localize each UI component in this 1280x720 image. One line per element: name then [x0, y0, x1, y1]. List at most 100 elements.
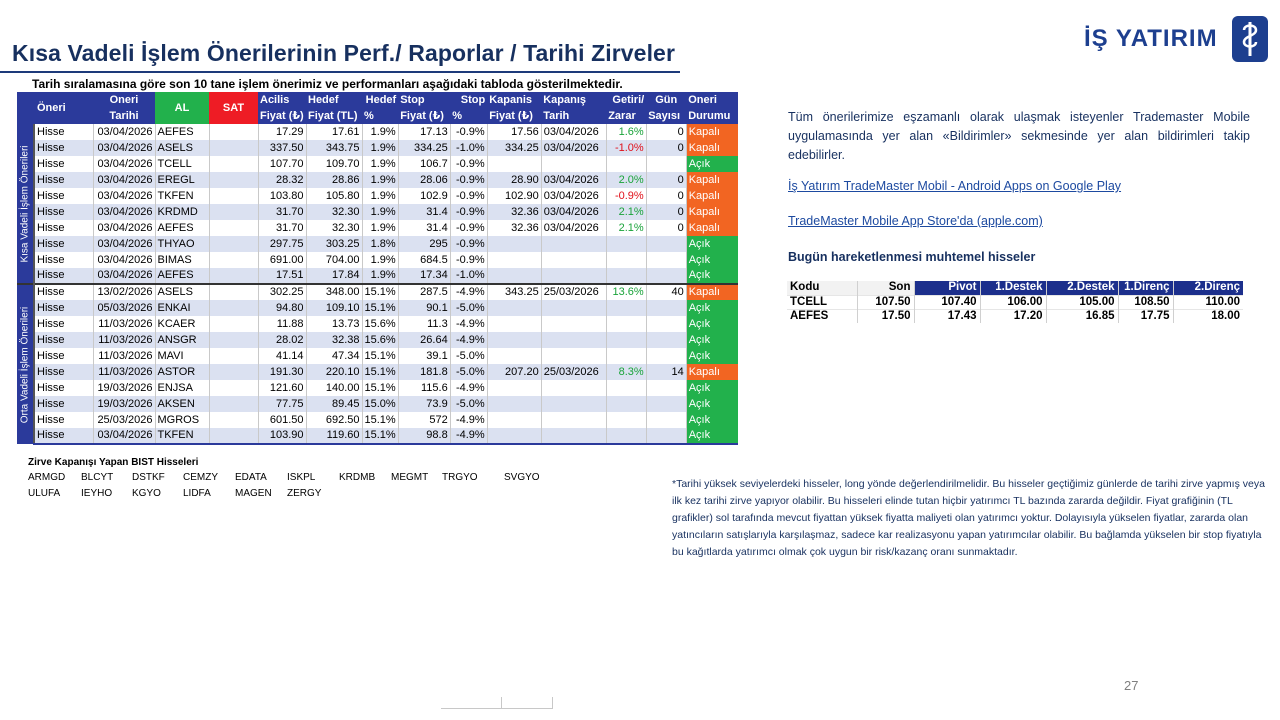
cell-stop-pct: -4.9%: [449, 316, 488, 332]
cell-sat: [208, 140, 258, 156]
cell-stop-price: 334.25: [397, 140, 451, 156]
cell-close-price: [486, 348, 542, 364]
table-row: Hisse 03/04/2026 EREGL 28.32 28.86 1.9% 28.06-…: [17, 172, 739, 188]
cell-stop-price: 684.5: [397, 252, 451, 268]
table-row: Hisse 11/03/2026 ASTOR 191.30 220.10 15.1% 181…: [17, 364, 739, 380]
cell-close-price: [486, 332, 542, 348]
cell-return: [605, 428, 647, 445]
header-kapanis-tarih-2: Tarih: [541, 108, 607, 124]
cell-status: Açık: [685, 412, 739, 428]
cell-days: [645, 252, 687, 268]
cell-status: Açık: [685, 332, 739, 348]
cell-close-date: 25/03/2026: [540, 283, 607, 300]
cell-days: [645, 396, 687, 412]
header-al: AL: [155, 92, 209, 124]
cell-open-price: 302.25: [257, 283, 306, 300]
cell-open-price: 103.90: [257, 428, 306, 445]
zirve-title: Zirve Kapanışı Yapan BIST Hisseleri: [28, 457, 199, 468]
pivot-cell: 17.50: [856, 308, 914, 323]
cell-stop-pct: -5.0%: [449, 364, 488, 380]
cell-sat: [208, 412, 258, 428]
table-row: Hisse 03/04/2026 TKFEN 103.90 119.60 15.1% 98.…: [17, 428, 739, 445]
cell-close-date: [540, 428, 607, 445]
cell-target-price: 13.73: [305, 316, 362, 332]
cell-sat: [208, 316, 258, 332]
cell-date: 03/04/2026: [92, 204, 155, 220]
cell-close-price: 334.25: [486, 140, 542, 156]
cell-days: [645, 300, 687, 316]
cell-type: Hisse: [33, 412, 93, 428]
cell-sat: [208, 396, 258, 412]
cell-sat: [208, 268, 258, 284]
pivot-header-cell: 2.Destek: [1045, 281, 1118, 295]
page-title: Kısa Vadeli İşlem Önerilerinin Perf./ Ra…: [12, 40, 675, 66]
cell-open-price: 601.50: [257, 412, 306, 428]
ios-app-link[interactable]: TradeMaster Mobile App Store'da (apple.c…: [788, 214, 1043, 228]
cell-ticker: KCAER: [154, 316, 209, 332]
cell-days: 14: [645, 364, 687, 380]
cell-close-price: [486, 236, 542, 252]
cell-target-price: 32.30: [305, 220, 362, 236]
cell-target-pct: 1.9%: [361, 252, 399, 268]
cell-stop-price: 17.13: [397, 124, 451, 140]
cell-target-price: 692.50: [305, 412, 362, 428]
cell-target-price: 704.00: [305, 252, 362, 268]
zirve-ticker: BLCYT: [81, 472, 114, 483]
cell-close-price: [486, 428, 542, 445]
cell-stop-pct: -4.9%: [449, 283, 488, 300]
cell-stop-price: 572: [397, 412, 451, 428]
zirve-ticker: CEMZY: [183, 472, 218, 483]
cell-date: 19/03/2026: [92, 396, 155, 412]
cell-sat: [208, 300, 258, 316]
cell-type: Hisse: [33, 380, 93, 396]
table-row: Hisse 03/04/2026 AEFES 17.51 17.84 1.9% 17.34-…: [17, 268, 739, 284]
cell-target-price: 89.45: [305, 396, 362, 412]
cell-date: 03/04/2026: [92, 140, 155, 156]
cell-days: 0: [645, 204, 687, 220]
cell-ticker: TKFEN: [154, 428, 209, 445]
cell-open-price: 11.88: [257, 316, 306, 332]
table-subtitle: Tarih sıralamasına göre son 10 tane işle…: [32, 77, 623, 91]
cell-stop-pct: -4.9%: [449, 412, 488, 428]
header-hedef-pct-2: %: [362, 108, 399, 124]
cell-status: Kapalı: [685, 204, 739, 220]
cell-open-price: 28.02: [257, 332, 306, 348]
header-stop-pct-2: %: [450, 108, 488, 124]
cell-target-price: 140.00: [305, 380, 362, 396]
cell-date: 03/04/2026: [92, 236, 155, 252]
cell-stop-pct: -4.9%: [449, 332, 488, 348]
cell-target-pct: 1.8%: [361, 236, 399, 252]
pivot-header-cell: 2.Direnç: [1172, 281, 1243, 295]
cell-stop-pct: -5.0%: [449, 300, 488, 316]
zirve-ticker: KGYO: [132, 488, 161, 499]
cell-open-price: 337.50: [257, 140, 306, 156]
cell-target-pct: 1.9%: [361, 204, 399, 220]
cell-ticker: ASTOR: [154, 364, 209, 380]
cell-stop-price: 39.1: [397, 348, 451, 364]
table-header-row-1: Öneri Oneri AL SAT Acilis Hedef Hedef St…: [17, 92, 739, 124]
cell-close-date: [540, 396, 607, 412]
cell-target-pct: 1.9%: [361, 220, 399, 236]
cell-ticker: EREGL: [154, 172, 209, 188]
cell-target-pct: 1.9%: [361, 156, 399, 172]
cell-type: Hisse: [33, 124, 93, 140]
pivot-header-row: Kodu Son Pivot 1.Destek 2.Destek 1.Direnç 2.Di…: [787, 281, 1243, 295]
cell-return: -1.0%: [605, 140, 647, 156]
cell-sat: [208, 332, 258, 348]
cell-status: Açık: [685, 348, 739, 364]
android-app-link[interactable]: İş Yatırım TradeMaster Mobil - Android A…: [788, 179, 1122, 193]
cell-close-date: 25/03/2026: [540, 364, 607, 380]
pivot-cell: 16.85: [1045, 308, 1118, 323]
cell-type: Hisse: [33, 172, 93, 188]
cell-target-price: 17.84: [305, 268, 362, 284]
cell-type: Hisse: [33, 188, 93, 204]
cell-days: [645, 156, 687, 172]
cell-close-price: 102.90: [486, 188, 542, 204]
cell-stop-price: 28.06: [397, 172, 451, 188]
pivot-cell: 107.40: [913, 294, 980, 309]
cell-target-pct: 1.9%: [361, 188, 399, 204]
cell-sat: [208, 348, 258, 364]
cell-stop-price: 102.9: [397, 188, 451, 204]
cell-status: Kapalı: [685, 140, 739, 156]
zirve-ticker: TRGYO: [442, 472, 478, 483]
